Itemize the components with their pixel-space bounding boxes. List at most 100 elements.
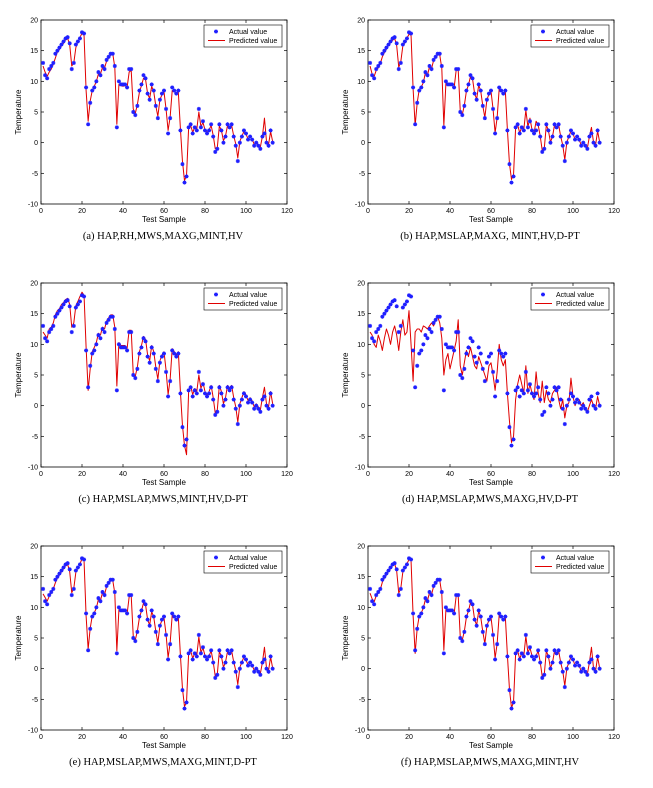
actual-point [583, 669, 588, 674]
x-tick-label: 120 [608, 734, 620, 741]
y-tick-label: 0 [361, 666, 365, 673]
actual-point [388, 302, 393, 307]
actual-point [386, 568, 391, 573]
legend-box [203, 24, 283, 48]
actual-point [164, 369, 169, 374]
actual-point [462, 366, 467, 371]
actual-point [75, 39, 80, 44]
actual-point [390, 562, 395, 567]
actual-point [433, 54, 438, 59]
actual-point [168, 379, 173, 384]
actual-point [258, 672, 263, 677]
actual-point [407, 30, 411, 35]
actual-point [147, 97, 152, 102]
actual-point [470, 339, 475, 344]
actual-point [577, 663, 582, 668]
actual-point [135, 629, 140, 634]
actual-point [137, 88, 142, 93]
actual-point [63, 36, 68, 41]
actual-point [589, 657, 594, 662]
actual-point [172, 88, 177, 93]
actual-point [575, 134, 580, 139]
actual-point [464, 351, 469, 356]
actual-point [439, 327, 444, 331]
actual-point [77, 562, 82, 567]
actual-point [90, 614, 95, 619]
actual-point [88, 363, 93, 368]
actual-point [53, 577, 58, 582]
actual-point [69, 67, 74, 72]
actual-point [431, 320, 436, 325]
actual-point [386, 305, 391, 310]
actual-point [153, 103, 158, 108]
plot-frame-d [367, 282, 615, 468]
actual-point [51, 323, 56, 328]
actual-point [190, 394, 195, 399]
legend-actual-label: Actual value [229, 555, 267, 562]
x-tick-label: 20 [405, 734, 413, 741]
actual-point [151, 351, 156, 356]
actual-point [489, 351, 493, 356]
actual-point [131, 636, 136, 640]
actual-point [511, 174, 516, 179]
actual-point [538, 660, 543, 665]
actual-point [149, 608, 154, 613]
actual-point [380, 577, 385, 582]
actual-point [131, 110, 136, 114]
y-tick-label: 10 [357, 342, 365, 349]
actual-point [597, 403, 602, 408]
actual-point [162, 88, 166, 93]
actual-point [458, 636, 463, 640]
actual-point [509, 443, 514, 448]
actual-point [118, 345, 123, 350]
x-tick-label: 80 [201, 734, 209, 741]
actual-point [591, 140, 596, 145]
actual-point [460, 113, 465, 118]
actual-point [585, 409, 590, 414]
actual-point [564, 666, 569, 671]
actual-point [579, 669, 584, 674]
actual-point [248, 397, 253, 402]
legend-predicted-label: Predicted value [556, 564, 604, 571]
actual-point [370, 73, 375, 78]
actual-point [94, 342, 99, 347]
actual-point [525, 651, 530, 656]
actual-point [256, 143, 261, 148]
actual-point [423, 596, 428, 601]
actual-point [409, 31, 414, 36]
actual-point [374, 330, 379, 335]
actual-point [591, 403, 596, 408]
actual-point [536, 648, 541, 653]
actual-point [203, 128, 207, 133]
subplot-d: 0 20 40 60 80 100 120 -10 -5 0 5 10 15 20 Test Sample T… [327, 263, 653, 525]
actual-point [92, 348, 97, 353]
actual-point [478, 614, 483, 619]
chart-f: 0 20 40 60 80 100 120 -10 -5 0 5 10 15 20 Test Sample T… [341, 544, 620, 751]
actual-point [503, 88, 508, 93]
actual-point [394, 304, 399, 309]
actual-point [227, 125, 232, 130]
actual-point [67, 41, 72, 46]
actual-point [112, 590, 117, 594]
actual-point [174, 617, 179, 622]
actual-point [239, 660, 244, 665]
chart-e: 0 20 40 60 80 100 120 -10 -5 0 5 10 15 20 Test Sample T… [14, 544, 293, 751]
actual-point [248, 134, 253, 139]
actual-point [468, 336, 473, 341]
x-tick-label: 60 [160, 208, 168, 215]
actual-point [47, 67, 52, 72]
legend-predicted-label: Predicted value [556, 38, 604, 45]
actual-point [223, 397, 228, 402]
actual-point [200, 645, 205, 650]
actual-point [583, 406, 588, 411]
actual-point [454, 593, 459, 598]
actual-point [427, 327, 432, 331]
y-axis-label: Temperature [341, 615, 350, 660]
actual-point [527, 645, 532, 650]
actual-point [139, 608, 144, 613]
actual-point [123, 608, 128, 613]
actual-point [69, 330, 74, 335]
actual-point [123, 82, 128, 87]
actual-point [43, 599, 48, 604]
actual-point [127, 330, 132, 335]
